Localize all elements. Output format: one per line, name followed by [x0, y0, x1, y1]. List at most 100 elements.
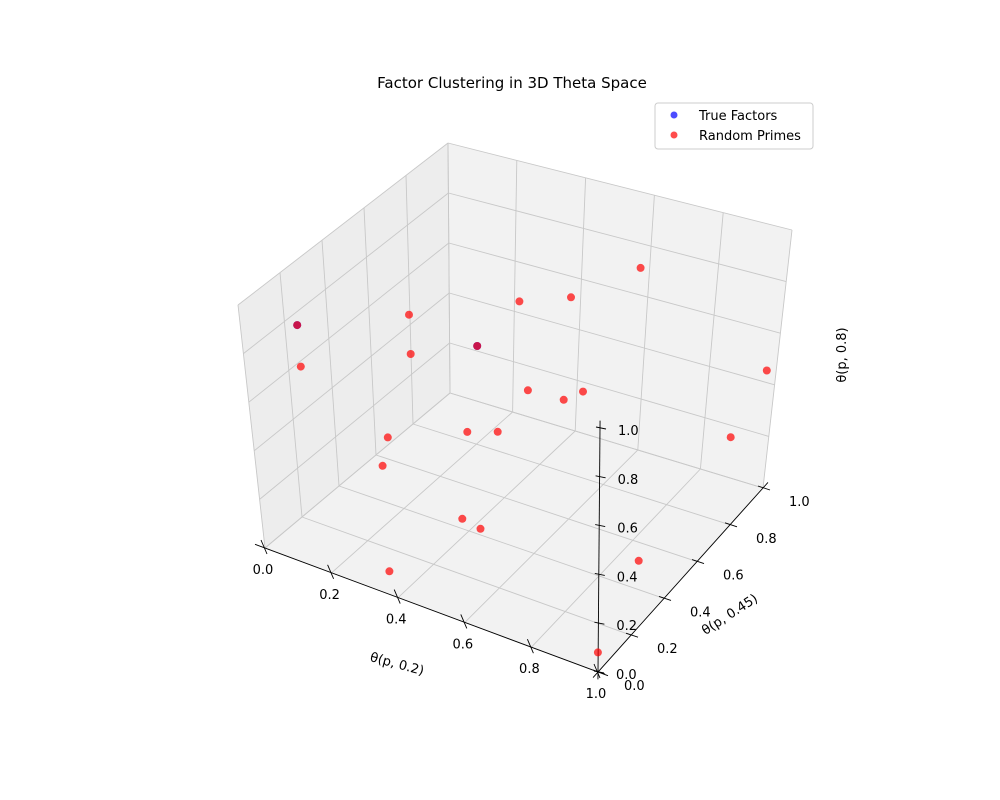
random-prime-point [296, 362, 305, 371]
grid-line-left-z [248, 242, 450, 403]
legend-box [654, 102, 814, 150]
x-tick-mark [393, 589, 401, 604]
z-tick-mark [595, 426, 607, 430]
y-tick-mark [625, 632, 639, 638]
grid-line-floor-y [449, 392, 764, 489]
data-points [293, 263, 771, 657]
x-tick-label: 0.4 [386, 613, 407, 628]
grid-line-left-z [237, 142, 449, 306]
random-prime-point [762, 366, 771, 375]
x-tick-mark [260, 539, 268, 555]
z-tick-label: 0.6 [617, 522, 638, 537]
random-prime-point [463, 427, 472, 436]
random-prime-point [515, 297, 524, 306]
grid-line-left-y [405, 175, 414, 425]
random-prime-point [579, 387, 587, 396]
random-prime-point [293, 321, 302, 330]
x-tick-mark [327, 564, 335, 579]
grid-line-left-z [253, 292, 450, 452]
random-prime-point [523, 386, 532, 395]
z-tick-label: 1.0 [618, 424, 639, 439]
y-tick-label: 0.0 [624, 679, 645, 694]
grid-line-floor-x [331, 411, 513, 574]
x-tick-label: 1.0 [586, 687, 607, 702]
grid-line-left-y [447, 142, 451, 394]
z-tick-mark [595, 524, 606, 528]
z-tick-label: 0.8 [618, 473, 639, 488]
grid-line-floor-y [375, 454, 698, 563]
z-tick-label: 0.0 [616, 668, 637, 683]
random-prime-point [493, 427, 502, 436]
grid-line-back-x [699, 212, 724, 470]
grid-line-left-z [264, 392, 451, 549]
grid-line-left-y [237, 304, 266, 549]
grid-line-back-x [512, 160, 518, 413]
grid-line-floor-y [412, 423, 731, 526]
floor-pane [265, 393, 763, 672]
y-tick-mark [691, 559, 705, 565]
random-prime-point [476, 524, 485, 533]
z-tick-mark [594, 621, 605, 625]
x-tick-mark [593, 663, 601, 679]
axis-panes [238, 143, 792, 672]
grid-line-back-z [448, 242, 781, 334]
y-tick-label: 0.2 [657, 642, 678, 657]
y-tick-label: 0.6 [723, 569, 744, 584]
grid-line-back-x [574, 177, 587, 432]
x-tick-mark [526, 639, 534, 654]
random-prime-point [383, 433, 392, 442]
grid-line-back-x [637, 195, 655, 451]
random-prime-point [473, 342, 482, 350]
grid-line-left-y [321, 240, 340, 487]
chart-title: Factor Clustering in 3D Theta Space [377, 74, 647, 92]
x-tick-label: 0.0 [253, 563, 274, 578]
grid-line-floor-x [397, 430, 576, 598]
random-prime-point [567, 293, 575, 302]
z-tick-label: 0.4 [617, 570, 638, 585]
random-prime-point [593, 648, 602, 657]
y-tick-label: 0.4 [690, 605, 711, 620]
grid-line-left-z [259, 342, 450, 500]
grid-line-back-z [447, 142, 793, 231]
random-prime-point [559, 395, 568, 404]
x-tick-label: 0.6 [452, 637, 473, 652]
grid-line-floor-y [301, 516, 632, 636]
z-axis-label: θ(p, 0.8) [835, 327, 850, 382]
random-prime-point [726, 433, 735, 442]
random-prime-point [406, 350, 415, 358]
z-axis-line [597, 420, 601, 680]
grid-line-floor-x [531, 468, 701, 648]
x-tick-label: 0.8 [519, 662, 540, 677]
grid-line-back-z [449, 292, 775, 386]
y-tick-mark [724, 522, 738, 528]
random-prime-point [458, 514, 467, 523]
legend-label-true-factors: True Factors [698, 109, 778, 124]
x-axis-line [254, 543, 609, 677]
z-tick-label: 0.2 [616, 619, 637, 634]
axis-lines [254, 420, 769, 680]
legend-marker-random-primes [670, 131, 678, 139]
random-prime-point [385, 567, 394, 576]
y-tick-label: 0.8 [756, 532, 777, 547]
random-prime-point [405, 310, 413, 319]
y-axis-line [592, 482, 769, 678]
legend-label-random-primes: Random Primes [699, 129, 801, 144]
legend-marker-true-factors [670, 111, 678, 119]
x-tick-mark [460, 614, 468, 629]
y-tick-label: 1.0 [789, 495, 810, 510]
grid-line-floor-y [338, 485, 665, 599]
x-tick-label: 0.2 [319, 588, 340, 603]
left-pane [238, 143, 450, 548]
grid-line-left-y [363, 207, 377, 456]
tick-labels: 0.00.00.00.20.20.20.4 0.40.40.60.60.60.80… [253, 424, 810, 702]
z-tick-mark [595, 475, 606, 479]
grid-line-back-z [448, 192, 787, 283]
z-tick-mark [593, 670, 605, 674]
grid-line-back-x [762, 229, 793, 489]
y-tick-mark [658, 595, 672, 601]
random-prime-point [636, 263, 645, 272]
z-tick-mark [594, 572, 605, 576]
grid-line-floor-x [464, 449, 639, 623]
y-tick-mark [757, 485, 771, 491]
